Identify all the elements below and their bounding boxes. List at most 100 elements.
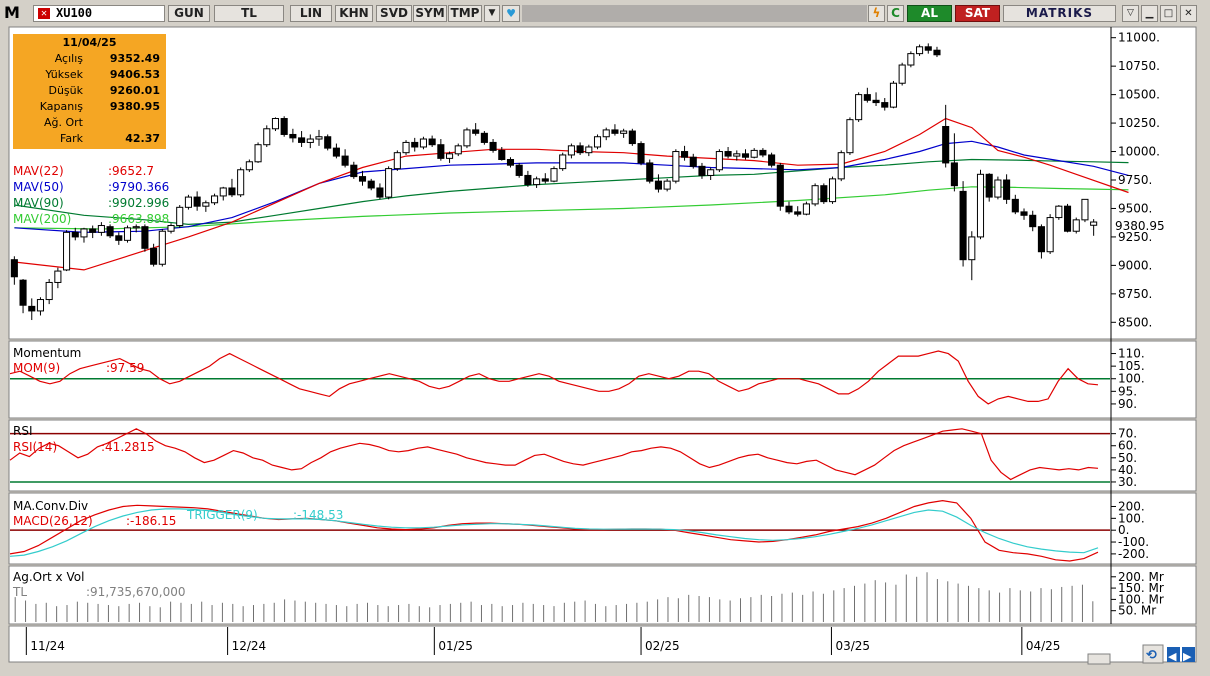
axis-tick-label: 105. [1118,359,1145,373]
candle-body [402,141,410,154]
volume-panel[interactable] [8,565,1197,625]
mom-legend: MOM(9) [13,361,60,375]
info-row-avg: Ağ. Ort [13,116,166,132]
c-button[interactable]: C [887,5,904,22]
right-arrow-icon: ▶ [1183,650,1192,663]
candle-body [715,151,723,171]
price-tick-label: 10750. [1118,59,1160,73]
sym-button[interactable]: SYM [413,5,447,22]
candle-body [1090,221,1098,226]
candle-body [811,185,819,205]
candle-body [437,144,445,159]
close-window-icon[interactable]: ✕ [1180,5,1197,22]
series-line [9,350,1099,405]
candle-body [228,187,236,196]
scroll-right-button[interactable] [1182,647,1195,662]
maximize-icon[interactable]: □ [1160,5,1177,22]
info-value: 42.37 [125,132,160,145]
candle-body [498,149,506,161]
axis-tick-label: 110. [1118,347,1145,361]
svd-button[interactable]: SVD [376,5,412,22]
candle-body [1011,198,1019,213]
axis-tick-label: 50. [1118,451,1137,465]
currency-button[interactable]: TL [214,5,284,22]
chart-canvas[interactable]: 110.105.100.95.90. 70.60.50.40.30. 200.1… [0,26,1210,676]
candle-body [202,202,210,207]
candle-body [80,228,88,238]
mav22-line [14,117,1129,271]
rsi-panel[interactable] [8,419,1197,492]
candle-body [524,174,532,186]
scroll-left-button[interactable] [1167,647,1180,662]
rsi-title: RSI [13,424,33,438]
scroll-thumb[interactable] [1087,653,1111,665]
volume-tick-label: 100. Mr [1118,592,1164,606]
info-value: 9352.49 [109,52,160,65]
candle-body [785,205,793,213]
collapse-icon[interactable]: ▽ [1122,5,1139,22]
dropdown-icon[interactable]: ▼ [484,5,500,22]
period-button[interactable]: GUN [168,5,210,22]
macd-value: :-186.15 [126,514,176,528]
app-logo: M [4,3,20,22]
candle-body [506,159,515,166]
volume-tick-label: 200. Mr [1118,570,1164,584]
candle-body [724,151,732,157]
rsi-legend: RSI(14) [13,440,57,454]
mav200-value: :9663.898 [108,212,169,226]
candle-body [976,173,985,238]
candle-body [585,146,593,154]
momentum-panel[interactable] [8,340,1197,419]
candle-body [36,299,45,312]
buy-button[interactable]: AL [907,5,952,22]
date-tick-label: 04/25 [1026,639,1061,653]
candle-body [820,185,828,203]
price-tick-label: 10250. [1118,116,1160,130]
macd-panel[interactable] [8,492,1197,565]
candle-body [698,165,706,176]
info-row-open: Açılış 9352.49 [13,52,166,68]
momentum-title: Momentum [13,346,81,360]
minimize-icon[interactable]: ▁ [1141,5,1158,22]
candle-body [123,227,132,241]
bird-icon[interactable]: ♥ [502,5,520,22]
candle-body [1072,219,1080,232]
candle-body [263,128,271,146]
candle-body [472,129,480,134]
toolbar-spacer [522,5,867,22]
candle-body [1063,205,1072,232]
candle-body [71,231,79,238]
lightning-icon[interactable]: ϟ [868,5,885,22]
series-line [9,428,1099,481]
tmp-button[interactable]: TMP [448,5,482,22]
mav50-line [14,140,1129,234]
candle-body [97,225,105,233]
linear-button[interactable]: LIN [290,5,332,22]
candle-body [750,149,758,158]
candle-body [907,53,915,66]
refresh-button[interactable] [1142,644,1164,664]
candle-body [689,156,697,167]
info-date: 11/04/25 [62,36,117,49]
candle-body [846,119,854,154]
symbol-field[interactable]: ✕ XU100 [33,5,165,22]
candle-body [167,225,175,232]
info-row-diff: Fark 42.37 [13,132,166,148]
candle-body [924,46,932,51]
price-tick-label: 9250. [1118,230,1152,244]
khn-button[interactable]: KHN [335,5,373,22]
candle-body [210,195,219,204]
axis-tick-label: 60. [1118,439,1137,453]
candle-body [646,162,654,182]
candle-body [550,168,558,182]
sell-button[interactable]: SAT [955,5,1000,22]
candle-body [289,133,297,139]
candle-body [237,169,245,196]
price-panel[interactable] [8,26,1197,340]
candle-body [898,64,906,84]
candle-body [1029,214,1037,228]
candle-body [463,129,471,147]
macd-title: MA.Conv.Div [13,499,88,513]
candle-body [533,178,541,186]
close-icon[interactable]: ✕ [38,8,50,19]
